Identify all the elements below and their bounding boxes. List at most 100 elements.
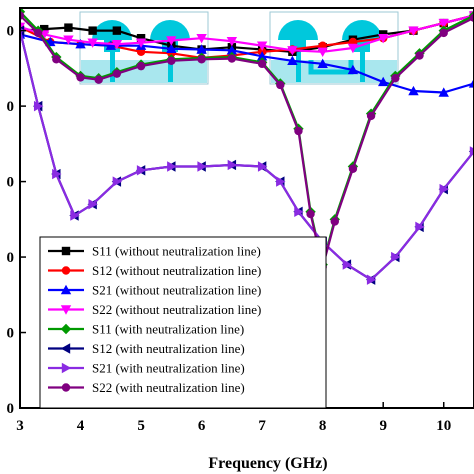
x-axis-title: Frequency (GHz)	[208, 455, 327, 472]
data-point	[276, 80, 285, 90]
data-point	[438, 18, 449, 29]
data-point	[111, 40, 123, 50]
data-point	[347, 64, 359, 75]
y-tick-label: 0	[7, 250, 15, 266]
data-point	[75, 39, 86, 49]
legend-entry: S22 (without neutralization line)	[48, 302, 261, 317]
data-point	[136, 165, 147, 176]
series-layer	[20, 8, 474, 285]
data-point	[342, 259, 353, 270]
legend-marker	[60, 284, 72, 295]
data-point	[87, 38, 98, 48]
data-point	[287, 55, 298, 66]
data-point	[105, 40, 116, 50]
data-point	[112, 69, 122, 78]
data-point	[256, 41, 268, 51]
data-point	[276, 176, 286, 187]
y-tick-label: 0	[7, 326, 15, 342]
x-tick-label: 7	[258, 418, 266, 434]
data-point	[33, 28, 43, 38]
data-point	[306, 209, 315, 219]
data-point	[378, 33, 389, 44]
data-point	[347, 43, 359, 54]
legend-marker	[61, 383, 71, 392]
data-point	[330, 217, 339, 226]
y-tick-label: 0	[7, 24, 15, 40]
x-tick-label: 8	[319, 418, 327, 434]
data-point	[378, 76, 389, 87]
data-point	[469, 146, 474, 157]
data-point	[112, 26, 122, 35]
data-point	[76, 73, 85, 82]
legend-marker	[60, 323, 72, 335]
legend-marker	[61, 246, 71, 256]
data-point	[439, 183, 449, 195]
data-point	[197, 55, 206, 64]
series-8	[20, 11, 474, 272]
legend: S11 (without neutralization line) S12 (wi…	[39, 236, 327, 409]
legend-label: S21 (without neutralization line)	[92, 283, 261, 298]
data-point	[408, 26, 419, 36]
data-point	[366, 274, 377, 285]
data-point	[33, 100, 44, 112]
data-point	[391, 251, 401, 263]
data-point	[294, 126, 303, 136]
data-point	[227, 54, 237, 63]
data-point	[94, 75, 103, 84]
legend-label: S21 (with neutralization line)	[92, 361, 245, 376]
series-4	[20, 11, 474, 57]
legend-entry: S21 (without neutralization line)	[48, 283, 261, 298]
y-tick-label: 0	[7, 99, 15, 115]
data-point	[136, 61, 146, 71]
legend-entry: S21 (with neutralization line)	[48, 361, 245, 376]
ticks: 3 4 5 6 7 8 9 10 0 0 0 0 0 0	[7, 24, 452, 434]
data-point	[167, 161, 177, 172]
data-point	[408, 85, 419, 96]
series-line	[20, 33, 474, 94]
legend-marker	[61, 362, 72, 374]
legend-label: S22 (without neutralization line)	[92, 302, 261, 317]
data-point	[257, 161, 268, 172]
x-tick-label: 9	[379, 418, 387, 434]
data-point	[317, 58, 328, 69]
legend-label: S12 (with neutralization line)	[92, 341, 245, 356]
legend-entry: S11 (with neutralization line)	[48, 322, 244, 337]
data-point	[468, 78, 474, 88]
data-point	[52, 168, 62, 180]
legend-label: S11 (with neutralization line)	[92, 322, 244, 337]
legend-marker	[60, 305, 72, 315]
legend-label: S12 (without neutralization line)	[92, 263, 261, 278]
data-point	[52, 55, 61, 64]
legend-entry: S12 (with neutralization line)	[48, 341, 245, 356]
data-point	[256, 51, 268, 61]
data-point	[226, 45, 238, 55]
data-point	[227, 159, 238, 171]
data-point	[196, 33, 207, 44]
data-point	[391, 73, 400, 83]
antenna-insets	[79, 11, 399, 85]
legend-entry: S12 (without neutralization line)	[48, 263, 261, 278]
x-tick-label: 6	[198, 418, 206, 434]
series-7	[20, 27, 474, 285]
data-point	[166, 43, 177, 53]
data-point	[20, 11, 25, 20]
data-point	[136, 33, 146, 43]
data-point	[366, 111, 376, 121]
x-tick-label: 3	[16, 418, 24, 434]
y-tick-label: 0	[7, 401, 15, 417]
data-point	[294, 206, 304, 217]
data-point	[167, 56, 176, 66]
legend-entry: S22 (with neutralization line)	[48, 380, 245, 395]
legend-entry: S11 (without neutralization line)	[48, 244, 261, 259]
legend-marker	[61, 266, 71, 275]
data-point	[88, 26, 97, 35]
legend-label: S22 (with neutralization line)	[92, 380, 245, 395]
data-point	[197, 161, 207, 172]
data-point	[348, 164, 358, 173]
data-point	[317, 47, 328, 57]
legend-marker	[60, 343, 71, 354]
legend-box	[39, 236, 327, 409]
data-point	[469, 13, 474, 23]
